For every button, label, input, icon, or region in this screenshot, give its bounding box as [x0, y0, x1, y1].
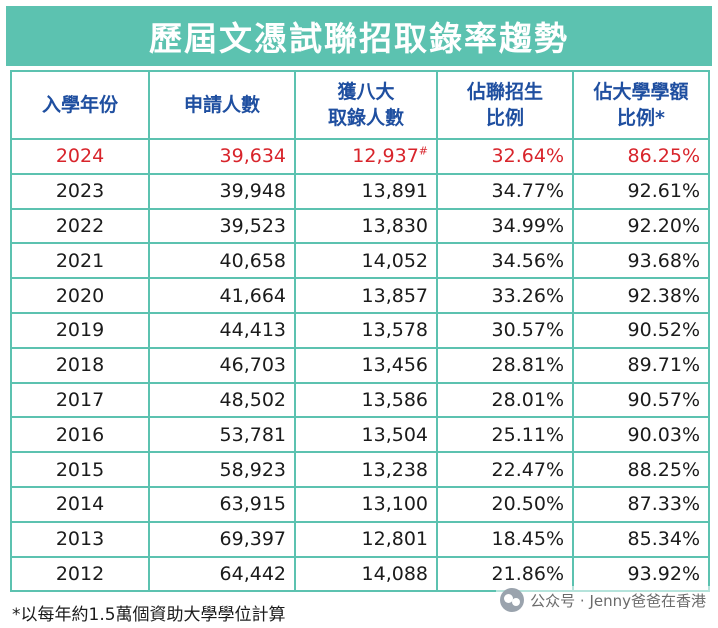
cell-ratio-jupas: 28.01% [436, 381, 574, 419]
cell-year: 2017 [10, 381, 150, 419]
table-row: 2019 44,413 13,578 30.57% 90.52% [10, 311, 710, 349]
cell-ratio-quota: 86.25% [572, 138, 710, 175]
header-ratio-jupas: 佔聯招生 比例 [436, 70, 574, 140]
cell-admitted: 13,830 [294, 207, 438, 245]
cell-admitted: 12,937# [294, 138, 438, 175]
table-row: 2024 39,634 12,937# 32.64% 86.25% [10, 138, 710, 175]
cell-admitted: 13,100 [294, 485, 438, 523]
cell-ratio-quota: 87.33% [572, 485, 710, 523]
table-row: 2012 64,442 14,088 21.86% 93.92% [10, 555, 710, 593]
cell-admitted: 13,504 [294, 416, 438, 454]
cell-applicants: 63,915 [148, 485, 296, 523]
table-row: 2023 39,948 13,891 34.77% 92.61% [10, 172, 710, 210]
cell-applicants: 64,442 [148, 555, 296, 593]
cell-admitted: 14,088 [294, 555, 438, 593]
cell-applicants: 48,502 [148, 381, 296, 419]
cell-admitted: 13,578 [294, 311, 438, 349]
cell-ratio-jupas: 33.26% [436, 277, 574, 314]
cell-admitted: 13,891 [294, 172, 438, 210]
footnote-mark: # [418, 145, 428, 159]
footnote: *以每年約1.5萬個資助大學學位計算 [12, 605, 286, 625]
cell-applicants: 40,658 [148, 242, 296, 280]
cell-year: 2015 [10, 451, 150, 488]
cell-year: 2012 [10, 555, 150, 593]
cell-ratio-jupas: 34.77% [436, 172, 574, 210]
cell-applicants: 58,923 [148, 451, 296, 488]
cell-ratio-jupas: 30.57% [436, 311, 574, 349]
header-admitted: 獲八大 取錄人數 [294, 70, 438, 140]
cell-applicants: 39,634 [148, 138, 296, 175]
cell-applicants: 39,948 [148, 172, 296, 210]
table-body: 2024 39,634 12,937# 32.64% 86.25% 2023 39,948 1… [10, 138, 710, 593]
table-row: 2017 48,502 13,586 28.01% 90.57% [10, 381, 710, 419]
cell-ratio-quota: 88.25% [572, 451, 710, 488]
cell-ratio-jupas: 34.99% [436, 207, 574, 245]
cell-admitted: 12,801 [294, 520, 438, 558]
cell-ratio-quota: 90.57% [572, 381, 710, 419]
cell-year: 2024 [10, 138, 150, 175]
cell-applicants: 39,523 [148, 207, 296, 245]
cell-ratio-jupas: 18.45% [436, 520, 574, 558]
cell-admitted: 13,586 [294, 381, 438, 419]
page-title: 歷屆文憑試聯招取錄率趨勢 [6, 6, 712, 66]
header-applicants: 申請人數 [148, 70, 296, 140]
cell-applicants: 41,664 [148, 277, 296, 314]
table-row: 2021 40,658 14,052 34.56% 93.68% [10, 242, 710, 280]
cell-year: 2023 [10, 172, 150, 210]
cell-ratio-quota: 92.38% [572, 277, 710, 314]
cell-ratio-quota: 90.52% [572, 311, 710, 349]
cell-admitted: 14,052 [294, 242, 438, 280]
cell-ratio-quota: 85.34% [572, 520, 710, 558]
table-row: 2018 46,703 13,456 28.81% 89.71% [10, 346, 710, 384]
cell-ratio-jupas: 28.81% [436, 346, 574, 384]
cell-year: 2021 [10, 242, 150, 280]
cell-ratio-jupas: 32.64% [436, 138, 574, 175]
cell-ratio-jupas: 25.11% [436, 416, 574, 454]
cell-admitted: 13,456 [294, 346, 438, 384]
cell-applicants: 44,413 [148, 311, 296, 349]
cell-ratio-quota: 89.71% [572, 346, 710, 384]
cell-ratio-quota: 90.03% [572, 416, 710, 454]
watermark: 公众号 · Jenny爸爸在香港 [496, 586, 710, 614]
cell-admitted: 13,857 [294, 277, 438, 314]
cell-year: 2018 [10, 346, 150, 384]
table-row: 2015 58,923 13,238 22.47% 88.25% [10, 451, 710, 488]
cell-applicants: 46,703 [148, 346, 296, 384]
cell-year: 2019 [10, 311, 150, 349]
cell-admitted: 13,238 [294, 451, 438, 488]
watermark-label: 公众号 · Jenny爸爸在香港 [530, 591, 706, 610]
cell-ratio-jupas: 34.56% [436, 242, 574, 280]
cell-year: 2016 [10, 416, 150, 454]
cell-applicants: 69,397 [148, 520, 296, 558]
header-ratio-quota: 佔大學學額 比例* [572, 70, 710, 140]
admission-table: 入學年份 申請人數 獲八大 取錄人數 佔聯招生 比例 佔大學學額 比例* 2024 39… [10, 70, 710, 593]
table-row: 2013 69,397 12,801 18.45% 85.34% [10, 520, 710, 558]
cell-year: 2022 [10, 207, 150, 245]
cell-ratio-jupas: 20.50% [436, 485, 574, 523]
header-year: 入學年份 [10, 70, 150, 140]
cell-year: 2020 [10, 277, 150, 314]
admission-table-container: 入學年份 申請人數 獲八大 取錄人數 佔聯招生 比例 佔大學學額 比例* 2024 39… [10, 70, 710, 593]
table-row: 2014 63,915 13,100 20.50% 87.33% [10, 485, 710, 523]
table-header-row: 入學年份 申請人數 獲八大 取錄人數 佔聯招生 比例 佔大學學額 比例* [10, 70, 710, 140]
table-row: 2020 41,664 13,857 33.26% 92.38% [10, 277, 710, 314]
cell-ratio-jupas: 22.47% [436, 451, 574, 488]
cell-applicants: 53,781 [148, 416, 296, 454]
table-row: 2016 53,781 13,504 25.11% 90.03% [10, 416, 710, 454]
cell-ratio-quota: 92.20% [572, 207, 710, 245]
cell-ratio-quota: 92.61% [572, 172, 710, 210]
cell-year: 2014 [10, 485, 150, 523]
cell-ratio-quota: 93.68% [572, 242, 710, 280]
wechat-icon [500, 588, 525, 612]
cell-year: 2013 [10, 520, 150, 558]
table-row: 2022 39,523 13,830 34.99% 92.20% [10, 207, 710, 245]
